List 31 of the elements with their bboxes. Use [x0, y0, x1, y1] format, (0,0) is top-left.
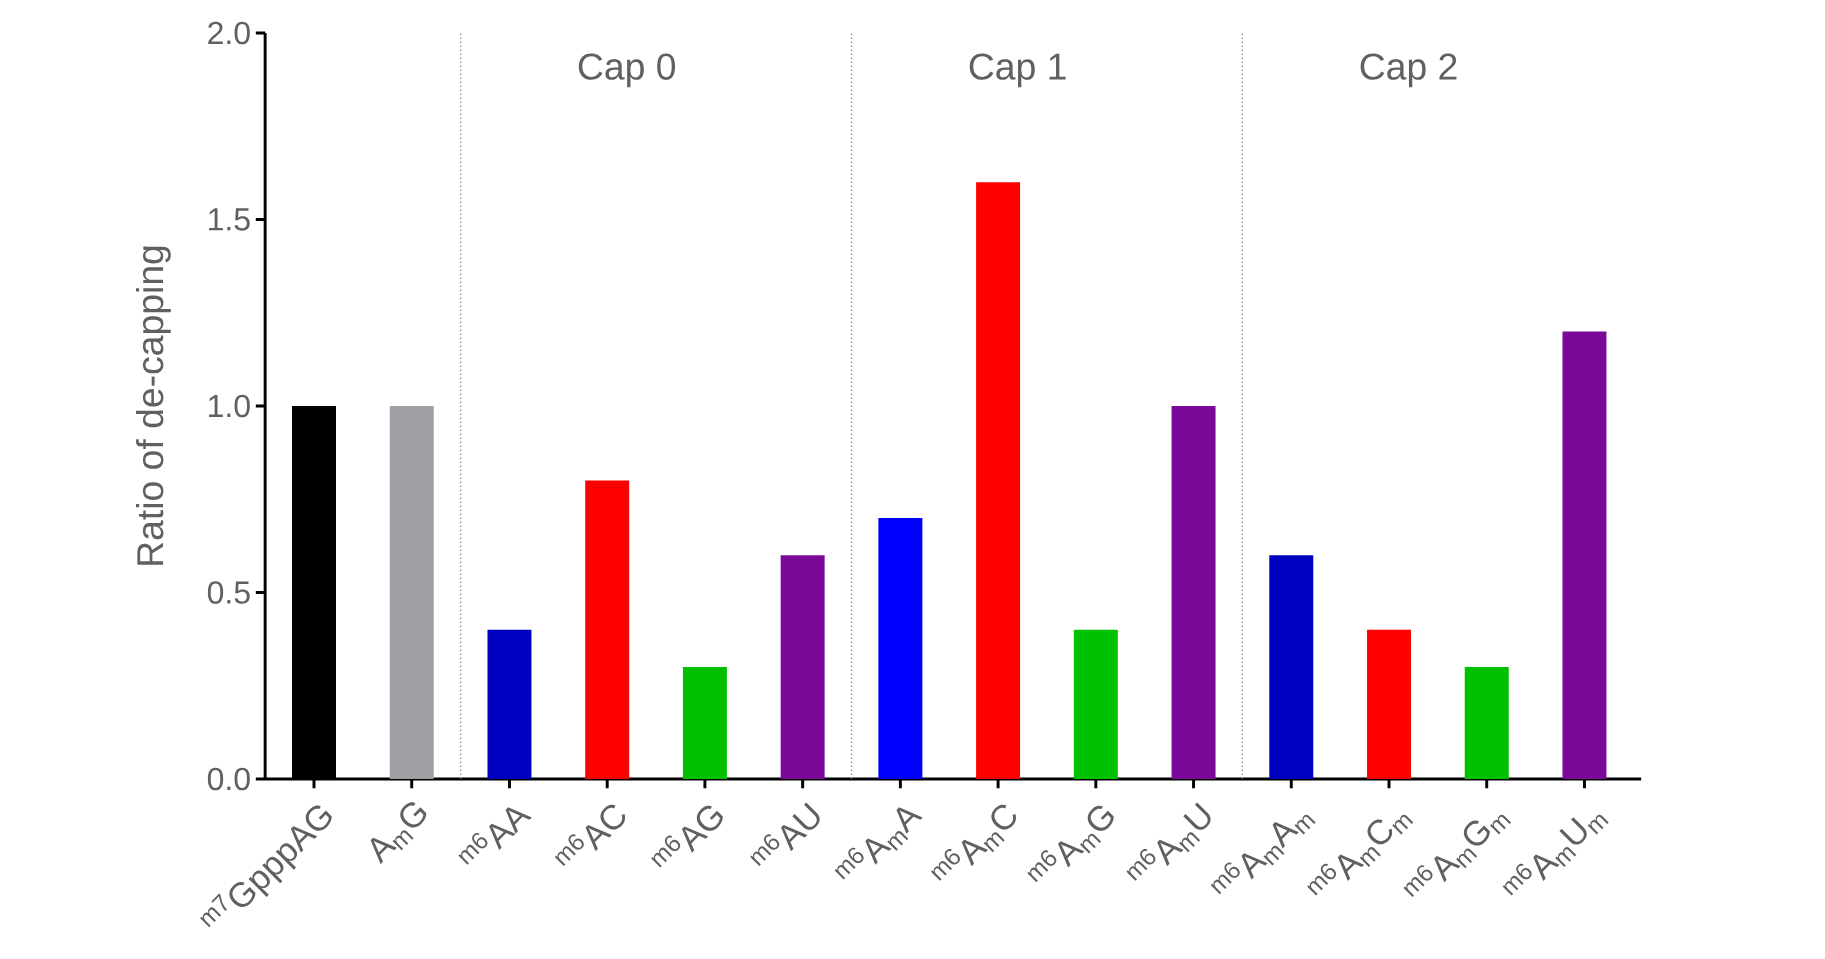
bar	[487, 629, 532, 779]
x-tick-label: $^{m6}$A$_{m}$G	[1027, 805, 1114, 883]
y-tick-label: 0.5	[207, 581, 250, 604]
x-tick-label: $^{m6}$AC	[554, 804, 626, 867]
bar	[1171, 405, 1216, 779]
annotation: Cap 0	[578, 53, 676, 88]
bar	[389, 405, 434, 779]
bar	[1073, 629, 1118, 779]
x-tick-label: $^{m6}$AG	[651, 805, 723, 868]
bar	[976, 182, 1021, 779]
bar	[1562, 331, 1607, 779]
bar	[682, 667, 727, 779]
y-tick-label: 0.0	[207, 767, 250, 791]
bar	[585, 480, 630, 779]
x-tick-label: $^{m6}$A$_{m}$A	[834, 807, 923, 880]
x-tick-label: $^{m6}$A$_{m}$C	[930, 804, 1016, 881]
bar	[1367, 629, 1411, 779]
y-tick-label: 2.0	[208, 21, 250, 45]
bar	[1269, 555, 1314, 779]
x-tick-label: $^{m6}$AU	[750, 802, 820, 867]
y-tick-label: 1.0	[209, 394, 250, 418]
x-tick-label: $^{m6}$AA	[458, 807, 532, 865]
bar	[1464, 667, 1509, 779]
bar	[878, 517, 923, 779]
x-tick-label: A$_{m}$G	[370, 802, 427, 865]
y-axis-title: Ratio of de-capping	[136, 246, 171, 565]
x-tick-label: $^{m6}$A$_{m}$U	[1126, 802, 1211, 881]
annotation: Cap 1	[969, 53, 1066, 88]
annotation: Cap 2	[1360, 53, 1457, 88]
bar	[780, 555, 825, 779]
y-tick-label: 1.5	[209, 208, 250, 231]
